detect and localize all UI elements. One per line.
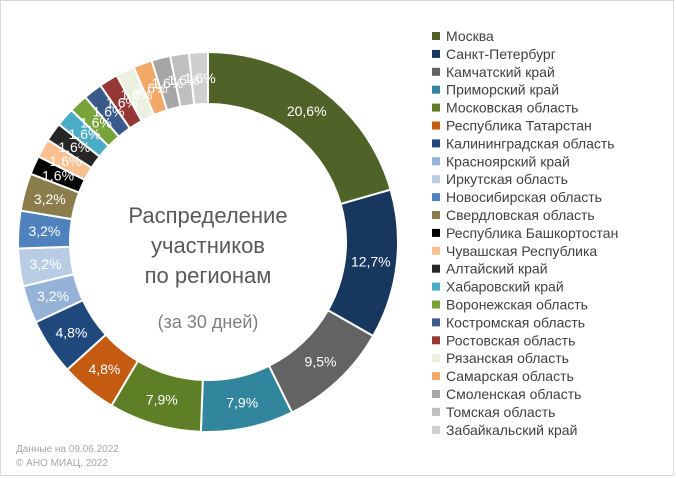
slice-labels: 20,6% 12,7% 9,5% 7,9% 7,9% 4,8% 4,8% 3,2% 3,2% 3,… (28, 70, 390, 410)
legend-swatch-3 (432, 67, 440, 76)
slice-label-21: 1,6% (151, 75, 183, 91)
legend-swatch-6 (432, 121, 440, 130)
center-title-line-1: Распределение (128, 203, 287, 228)
legend-swatch-11 (432, 211, 440, 219)
center-text: Распределение участников по регионам (за… (128, 203, 287, 332)
slice-label-3: 9,5% (305, 353, 337, 369)
legend-swatch-23 (432, 425, 440, 434)
slice-label-1: 20,6% (287, 103, 327, 119)
legend-label-23: Забайкальский край (446, 422, 577, 438)
legend-swatch-5 (432, 103, 440, 112)
footer-date: Данные на 09.06.2022 (16, 444, 119, 455)
slice-label-19: 1,6% (120, 86, 152, 102)
legend-swatch-4 (432, 85, 440, 94)
legend-swatch-8 (432, 157, 440, 166)
legend-label-16: Воронежская область (446, 297, 588, 313)
legend-swatch-22 (432, 407, 440, 416)
slice-label-20: 1,6% (136, 80, 168, 96)
legend-swatch-15 (432, 282, 440, 291)
legend-label-8: Красноярский край (446, 153, 570, 169)
legend-swatch-7 (432, 139, 440, 148)
legend-swatch-20 (432, 372, 440, 381)
slice-label-5: 7,9% (146, 391, 178, 407)
legend: Москва Санкт-Петербург Камчатский край Прим… (432, 28, 618, 438)
legend-swatch-1 (432, 32, 440, 40)
legend-swatch-19 (432, 354, 440, 363)
legend-label-15: Хабаровский край (446, 279, 564, 295)
slice-label-14: 1,6% (58, 139, 90, 155)
legend-label-4: Приморский край (446, 82, 559, 98)
legend-label-6: Республика Татарстан (446, 118, 592, 134)
slice-label-2: 12,7% (351, 254, 391, 270)
center-title-line-3: по регионам (145, 263, 272, 288)
legend-label-12: Республика Башкортостан (446, 225, 618, 241)
legend-swatch-16 (432, 300, 440, 309)
legend-label-17: Костромская область (446, 314, 585, 330)
slice-label-17: 1,6% (93, 104, 125, 120)
legend-swatch-13 (432, 246, 440, 255)
legend-label-7: Калининградская область (446, 135, 615, 151)
legend-label-5: Московская область (446, 100, 578, 116)
slice-label-12: 1,6% (42, 168, 74, 184)
legend-label-18: Ростовская область (446, 332, 575, 348)
legend-swatch-18 (432, 336, 440, 345)
center-title-line-2: участников (151, 233, 265, 258)
legend-label-14: Алтайский край (446, 261, 548, 277)
legend-swatch-17 (432, 318, 440, 327)
legend-label-13: Чувашская Республика (446, 243, 597, 259)
legend-label-21: Смоленская область (446, 386, 581, 402)
legend-swatch-10 (432, 193, 440, 202)
donut-slices (17, 50, 399, 433)
legend-label-1: Москва (446, 28, 494, 44)
legend-swatch-21 (432, 390, 440, 398)
legend-label-9: Иркутская область (446, 171, 568, 187)
slice-label-23: 1,6% (184, 70, 216, 86)
footer-copyright: © АНО МИАЦ, 2022 (16, 458, 108, 469)
slice-label-4: 7,9% (226, 394, 258, 410)
slice-label-6: 4,8% (88, 361, 120, 377)
legend-label-11: Свердловская область (446, 207, 595, 223)
slice-label-13: 1,6% (50, 153, 82, 169)
legend-swatch-14 (432, 264, 440, 273)
legend-label-10: Новосибирская область (446, 189, 602, 205)
slice-label-8: 3,2% (37, 288, 69, 304)
legend-label-2: Санкт-Петербург (446, 46, 556, 62)
slice-1 (207, 50, 392, 206)
legend-label-19: Рязанская область (446, 350, 569, 366)
slice-label-9: 3,2% (30, 256, 62, 272)
legend-label-22: Томская область (446, 404, 555, 420)
legend-label-20: Самарская область (446, 368, 574, 384)
slice-label-16: 1,6% (80, 114, 112, 130)
legend-swatch-9 (432, 175, 440, 184)
slice-label-10: 3,2% (28, 223, 60, 239)
slice-label-11: 3,2% (34, 191, 66, 207)
slice-label-7: 4,8% (55, 325, 87, 341)
slice-label-15: 1,6% (69, 126, 101, 142)
slice-23 (187, 50, 209, 106)
legend-label-3: Камчатский край (446, 64, 555, 80)
center-subtitle: (за 30 дней) (158, 312, 259, 332)
legend-swatch-2 (432, 49, 440, 58)
slice-label-22: 1,6% (167, 72, 199, 88)
slice-label-18: 1,6% (106, 94, 138, 110)
legend-swatch-12 (432, 228, 440, 237)
